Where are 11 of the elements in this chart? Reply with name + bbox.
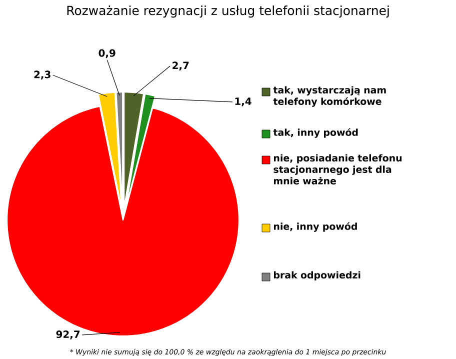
legend-label: brak odpowiedzi — [274, 271, 360, 280]
data-label: 0,9 — [98, 49, 116, 58]
data-label: 2,7 — [172, 62, 189, 70]
legend-label: tak, inny powód — [273, 128, 358, 138]
legend-label: tak, wystarczają nam telefony komórkowe — [273, 86, 386, 107]
data-label: 1,4 — [235, 98, 252, 106]
chart-title: Rozważanie rezygnacji z usług telefonii stacjonarnej — [67, 6, 389, 18]
legend-label: nie, posiadanie telefonu stacjonarnego jest dla mnie ważne — [274, 154, 402, 184]
data-label: 92,7 — [56, 330, 80, 340]
data-label: 2,3 — [34, 70, 50, 80]
legend-label: nie, inny powód — [274, 222, 357, 232]
